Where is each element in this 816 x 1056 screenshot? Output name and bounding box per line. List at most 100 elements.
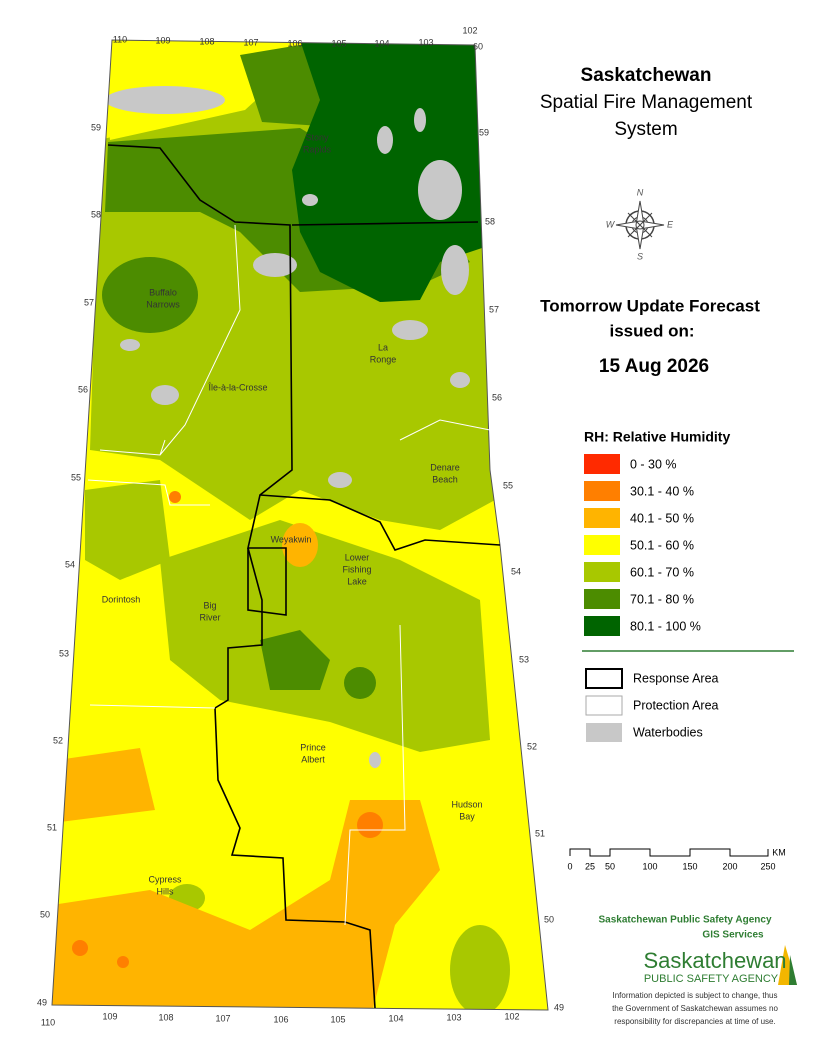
disclaimer: Information depicted is subject to chang…: [613, 991, 778, 1000]
graticule-label: 51: [47, 822, 57, 832]
map-title: Saskatchewan: [581, 65, 712, 86]
svg-text:S: S: [637, 251, 643, 261]
waterbody: [253, 253, 297, 277]
legend-label: 70.1 - 80 %: [630, 592, 694, 606]
graticule-label: 110: [41, 1017, 55, 1027]
graticule-label: 102: [504, 1011, 519, 1021]
graticule-label: 49: [554, 1002, 564, 1012]
graticule-label: 59: [479, 127, 489, 137]
waterbody: [418, 160, 462, 220]
place-label: Buffalo: [149, 287, 177, 297]
waterbody: [302, 194, 318, 206]
graticule-label: 56: [78, 384, 88, 394]
boundary-swatch: [585, 695, 623, 716]
graticule-label: 53: [519, 654, 529, 664]
graticule-label: 106: [287, 38, 302, 48]
humidity-zone: [344, 667, 376, 699]
place-label: Dorintosh: [102, 594, 141, 604]
scale-label: 50: [605, 861, 615, 871]
forecast-title: Tomorrow Update Forecast: [540, 296, 760, 315]
boundary-label: Protection Area: [633, 698, 719, 712]
svg-text:N: N: [637, 187, 644, 197]
scale-label: 100: [642, 861, 657, 871]
agency-logo: Saskatchewan: [643, 948, 786, 973]
graticule-label: 52: [53, 735, 63, 745]
scale-label: 250: [760, 861, 775, 871]
legend-swatch: [584, 589, 620, 609]
place-label: Albert: [301, 754, 325, 764]
forecast-issued: issued on:: [609, 321, 694, 340]
place-label: Cypress: [148, 874, 182, 884]
waterbody: [369, 752, 381, 768]
place-label: Lower: [345, 552, 370, 562]
graticule-label: 105: [330, 1014, 345, 1024]
graticule-label: 106: [273, 1014, 288, 1024]
map-subtitle: Spatial Fire Management: [540, 92, 753, 113]
waterbody: [328, 472, 352, 488]
legend-title: RH: Relative Humidity: [584, 429, 730, 445]
place-label: Hudson: [451, 799, 482, 809]
legend-label: 0 - 30 %: [630, 457, 677, 471]
graticule-label: 50: [40, 909, 50, 919]
graticule-label: 107: [243, 37, 258, 47]
graticule-label: 60: [473, 41, 483, 51]
legend-label: 50.1 - 60 %: [630, 538, 694, 552]
graticule-label: 58: [485, 216, 495, 226]
agency-unit: GIS Services: [702, 930, 764, 941]
graticule-label: 55: [71, 472, 81, 482]
humidity-zone: [282, 523, 318, 567]
scale-bar: [569, 848, 769, 857]
graticule-label: 53: [59, 648, 69, 658]
response-boundary: [214, 221, 501, 1009]
graticule-label: 104: [374, 38, 389, 48]
legend-swatch: [584, 535, 620, 555]
place-label: Île-à-la-Crosse: [207, 382, 267, 392]
protection-boundary: [87, 224, 491, 926]
compass: N W E S: [606, 187, 674, 261]
scale-label: 0: [567, 861, 572, 871]
humidity-zone: [117, 956, 129, 968]
map-subtitle: System: [614, 119, 677, 140]
scale-label: 200: [722, 861, 737, 871]
graticule-label: 54: [65, 559, 75, 569]
disclaimer: responsibility for discrepancies at time…: [614, 1017, 775, 1026]
place-label: Ronge: [370, 354, 397, 364]
waterbody: [377, 126, 393, 154]
graticule-label: 58: [91, 209, 101, 219]
legend-label: 60.1 - 70 %: [630, 565, 694, 579]
graticule-label: 52: [527, 741, 537, 751]
legend-swatch: [584, 454, 620, 474]
svg-text:W: W: [606, 219, 616, 229]
place-label: Big: [203, 600, 216, 610]
humidity-zone: [169, 491, 181, 503]
forecast-date: 15 Aug 2026: [599, 356, 709, 377]
place-label: Hills: [157, 886, 174, 896]
graticule-label: 49: [37, 997, 47, 1007]
legend-label: 40.1 - 50 %: [630, 511, 694, 525]
boundary-swatch: [585, 668, 623, 689]
boundaries: [87, 144, 501, 1009]
humidity-zone: [52, 800, 440, 1010]
graticule-label: 110: [113, 34, 127, 44]
place-label: Prince: [300, 742, 326, 752]
waterbody: [151, 385, 179, 405]
graticule-label: 107: [215, 1013, 230, 1023]
place-label: Narrows: [146, 299, 180, 309]
legend-label: 80.1 - 100 %: [630, 619, 701, 633]
svg-text:E: E: [667, 219, 674, 229]
graticule-label: 104: [388, 1013, 403, 1023]
scale-unit: KM: [772, 847, 786, 857]
place-label: Rapids: [303, 144, 332, 154]
place-label: River: [199, 612, 220, 622]
humidity-zone: [85, 480, 170, 580]
graticule-label: 55: [503, 480, 513, 490]
graticule-label: 51: [535, 828, 545, 838]
humidity-zone: [450, 925, 510, 1010]
humidity-zone: [357, 812, 383, 838]
graticule-label: 103: [418, 37, 433, 47]
legend-swatch: [584, 508, 620, 528]
boundary-label: Response Area: [633, 671, 719, 685]
